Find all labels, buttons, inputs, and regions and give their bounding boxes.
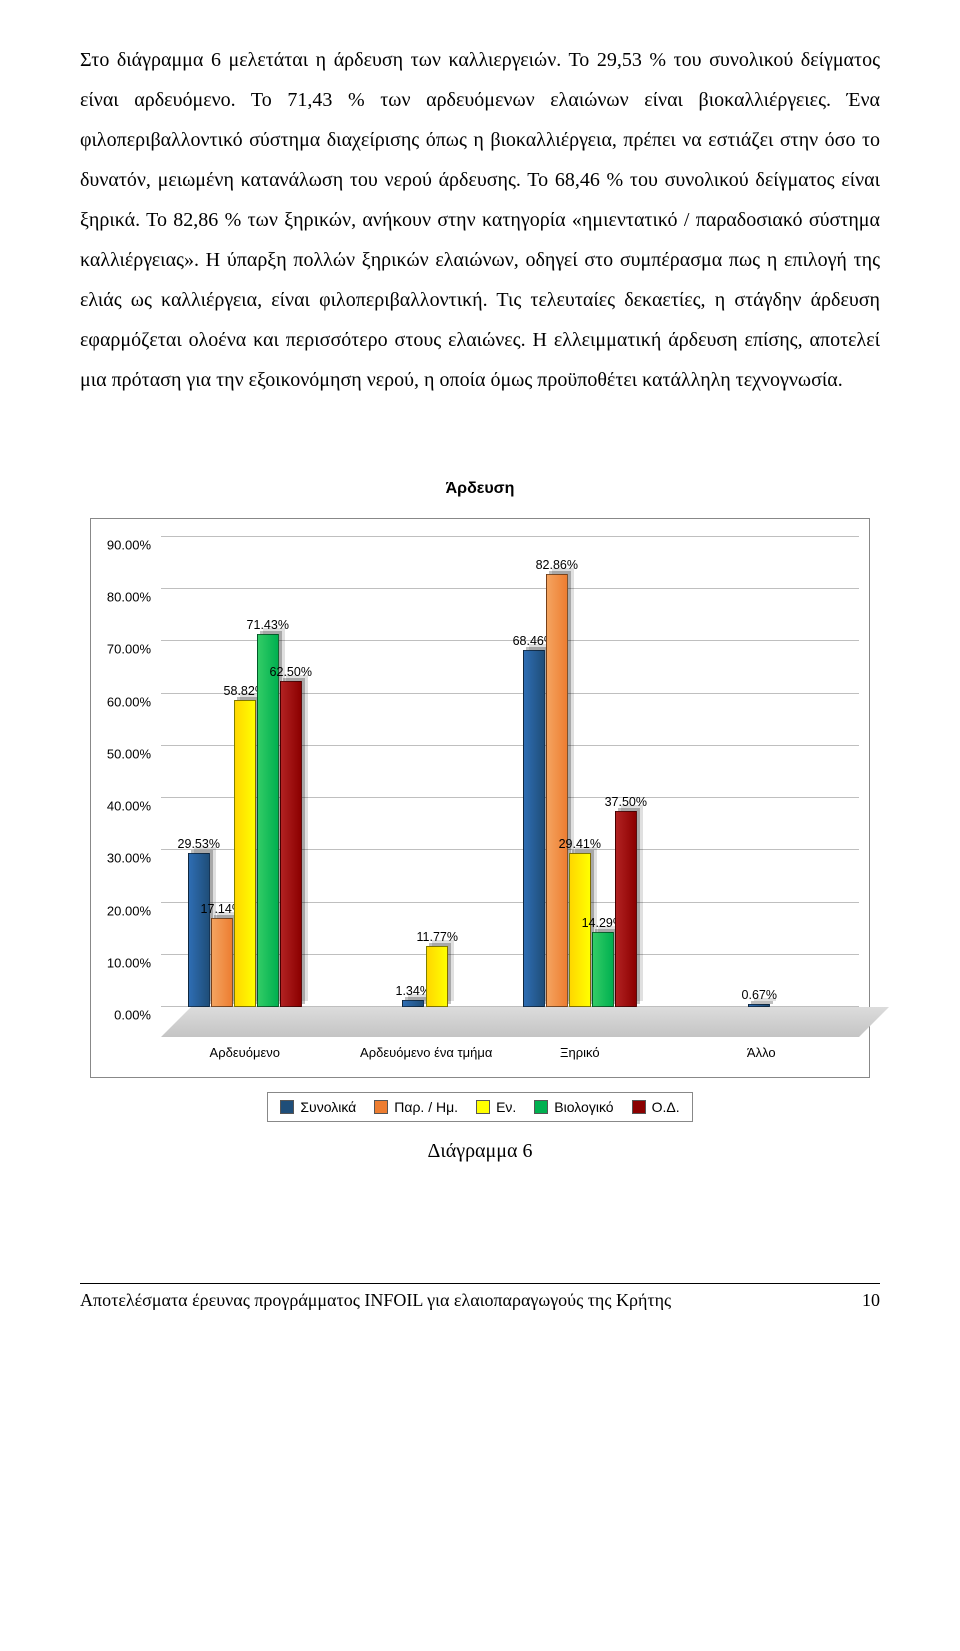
legend-label: Συνολικά	[300, 1099, 356, 1115]
bar-value-label: 11.77%	[417, 930, 458, 944]
x-axis-category-label: Αρδευόμενο ένα τμήμα	[360, 1045, 492, 1060]
bar-value-label: 29.53%	[178, 837, 220, 851]
legend-swatch	[476, 1100, 490, 1114]
x-axis-category-label: Αρδευόμενο	[210, 1045, 280, 1060]
bar: 82.86%	[546, 574, 568, 1007]
bar: 68.46%	[523, 650, 545, 1008]
bar: 17.14%	[211, 918, 233, 1008]
y-tick-label: 10.00%	[91, 955, 151, 970]
bar: 62.50%	[280, 681, 302, 1007]
x-axis-category-label: Ξηρικό	[560, 1045, 600, 1060]
bar-group: 68.46%82.86%29.41% 14.29%37.50%	[523, 574, 637, 1007]
bar-value-label: 37.50%	[605, 795, 647, 809]
legend-swatch	[374, 1100, 388, 1114]
bar: 37.50%	[615, 811, 637, 1007]
y-tick-label: 50.00%	[91, 746, 151, 761]
legend-item: Εν.	[476, 1099, 516, 1115]
legend-swatch	[280, 1100, 294, 1114]
bar: 11.77%	[426, 946, 448, 1007]
y-tick-label: 70.00%	[91, 642, 151, 657]
legend-item: Συνολικά	[280, 1099, 356, 1115]
gridline	[161, 536, 859, 537]
bar: 58.82%	[234, 700, 256, 1007]
plot-area: 29.53%17.14%58.82%71.43%62.50%1.34%11.77…	[161, 539, 859, 1007]
x-axis-labels: Αρδευόμενο Αρδευόμενο ένα τμήμα Ξηρικό Άλλο	[161, 1037, 859, 1077]
chart-legend: Συνολικά Παρ. / Ημ. Εν. Βιολογικό Ο.Δ.	[267, 1092, 692, 1122]
y-tick-label: 20.00%	[91, 903, 151, 918]
bar: 29.53%	[188, 853, 210, 1007]
legend-item: Παρ. / Ημ.	[374, 1099, 458, 1115]
legend-label: Βιολογικό	[554, 1099, 613, 1115]
bar-value-label: 62.50%	[270, 665, 312, 679]
y-tick-label: 30.00%	[91, 851, 151, 866]
chart-container: Άρδευση 0.00% 10.00% 20.00% 30.00% 40.00% 50.…	[90, 480, 870, 1163]
bar-value-label: 29.41%	[559, 837, 601, 851]
legend-swatch	[534, 1100, 548, 1114]
legend-label: Ο.Δ.	[652, 1099, 680, 1115]
legend-swatch	[632, 1100, 646, 1114]
y-tick-label: 90.00%	[91, 538, 151, 553]
bar-value-label: 0.67%	[742, 988, 777, 1002]
legend-item: Βιολογικό	[534, 1099, 613, 1115]
page-number: 10	[862, 1290, 880, 1311]
y-axis: 0.00%10.00%20.00%30.00%40.00%50.00%60.00…	[91, 539, 161, 1007]
bar: 71.43%	[257, 634, 279, 1007]
chart-title: Άρδευση	[90, 480, 870, 498]
bar-group: 0.67%	[748, 1004, 774, 1007]
bar-value-label: 71.43%	[247, 618, 289, 632]
y-tick-label: 60.00%	[91, 694, 151, 709]
bar: 14.29%	[592, 932, 614, 1007]
x-axis-category-label: Άλλο	[747, 1045, 776, 1060]
bar-group: 29.53%17.14%58.82%71.43%62.50%	[188, 634, 302, 1007]
bar-group: 1.34%11.77%	[402, 946, 450, 1007]
body-paragraph: Στο διάγραμμα 6 μελετάται η άρδευση των …	[80, 40, 880, 400]
chart-3d-floor	[161, 1007, 889, 1037]
footer-text: Αποτελέσματα έρευνας προγράμματος INFOIL…	[80, 1290, 671, 1311]
y-tick-label: 80.00%	[91, 590, 151, 605]
bar: 0.67%	[748, 1004, 770, 1007]
y-tick-label: 0.00%	[91, 1008, 151, 1023]
bar-value-label: 82.86%	[536, 558, 578, 572]
legend-label: Παρ. / Ημ.	[394, 1099, 458, 1115]
chart-caption: Διάγραμμα 6	[90, 1140, 870, 1163]
page-footer: Αποτελέσματα έρευνας προγράμματος INFOIL…	[80, 1283, 880, 1311]
legend-label: Εν.	[496, 1099, 516, 1115]
y-tick-label: 40.00%	[91, 799, 151, 814]
bar: 1.34%	[402, 1000, 424, 1007]
chart-plot-box: 0.00% 10.00% 20.00% 30.00% 40.00% 50.00% 60.00…	[90, 518, 870, 1078]
legend-item: Ο.Δ.	[632, 1099, 680, 1115]
